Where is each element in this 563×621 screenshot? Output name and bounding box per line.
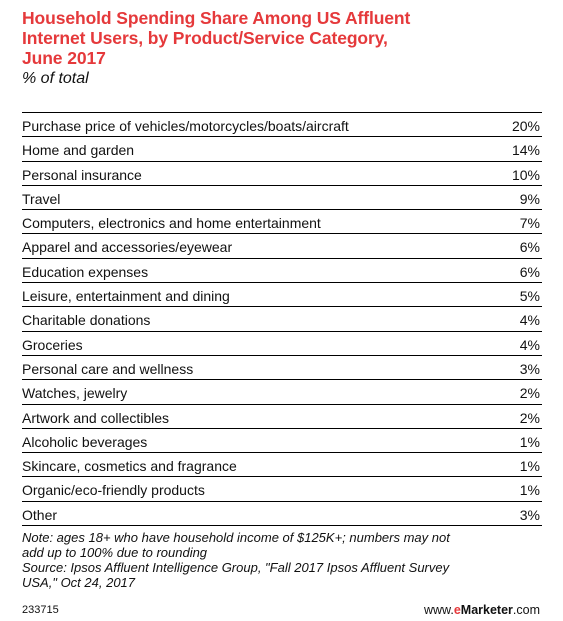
brand-logo: www.eMarketer.com [424, 603, 540, 617]
row-value: 4% [519, 312, 540, 329]
table-row: Computers, electronics and home entertai… [22, 210, 542, 235]
row-value: 2% [519, 409, 540, 426]
table-row: Education expenses 6% [22, 259, 542, 284]
table-row: Travel 9% [22, 186, 542, 211]
row-label: Organic/eco-friendly products [22, 482, 205, 499]
table-row: Artwork and collectibles 2% [22, 405, 542, 429]
note-line-2: add up to 100% due to rounding [22, 545, 208, 560]
chart-title: Household Spending Share Among US Afflue… [22, 8, 542, 68]
brand-prefix: www. [423, 603, 454, 617]
chart-subtitle: % of total [22, 70, 89, 87]
table-row: Alcoholic beverages 1% [22, 429, 542, 454]
row-label: Education expenses [22, 263, 149, 280]
chart-title-line-1: Household Spending Share Among US Afflue… [22, 8, 411, 28]
table-row: Home and garden 14% [22, 137, 542, 162]
chart-card: Household Spending Share Among US Afflue… [22, 8, 542, 617]
row-label: Skincare, cosmetics and fragrance [22, 458, 237, 475]
table-row: Skincare, cosmetics and fragrance 1% [22, 453, 542, 478]
row-value: 7% [519, 215, 540, 232]
notes-block: Note: ages 18+ who have household income… [22, 530, 542, 590]
brand-suffix: .com [512, 603, 540, 617]
chart-id: 233715 [22, 604, 59, 616]
brand-marketer: Marketer [460, 603, 513, 617]
table-row: Personal insurance 10% [22, 162, 542, 186]
row-label: Computers, electronics and home entertai… [22, 215, 321, 232]
table-row: Charitable donations 4% [22, 307, 542, 332]
table-row: Leisure, entertainment and dining 5% [22, 283, 542, 308]
row-value: 6% [519, 263, 540, 280]
row-label: Personal care and wellness [22, 360, 194, 377]
chart-title-line-2: Internet Users, by Product/Service Categ… [22, 28, 388, 48]
row-label: Home and garden [22, 142, 135, 159]
table-row: Purchase price of vehicles/motorcycles/b… [22, 113, 542, 138]
row-label: Charitable donations [22, 312, 151, 329]
source-line-2: USA," Oct 24, 2017 [22, 575, 136, 590]
row-value: 2% [519, 385, 540, 402]
note-line-1: Note: ages 18+ who have household income… [22, 530, 450, 545]
source-line-1: Source: Ipsos Affluent Intelligence Grou… [22, 560, 450, 575]
row-value: 1% [519, 458, 540, 475]
row-value: 4% [519, 336, 540, 353]
table-row: Groceries 4% [22, 332, 542, 356]
row-label: Groceries [22, 336, 83, 353]
row-label: Apparel and accessories/eyewear [22, 239, 233, 256]
table-row: Watches, jewelry 2% [22, 380, 542, 405]
row-value: 14% [511, 142, 540, 159]
table-row: Personal care and wellness 3% [22, 356, 542, 381]
row-label: Other [22, 506, 58, 523]
row-value: 1% [519, 482, 540, 499]
chart-title-line-3: June 2017 [22, 48, 106, 68]
row-value: 5% [519, 288, 540, 305]
brand-e: e [453, 603, 461, 617]
table-row: Apparel and accessories/eyewear 6% [22, 234, 542, 259]
footer: 233715 www.eMarketer.com [22, 603, 542, 620]
row-label: Alcoholic beverages [22, 433, 148, 450]
row-value: 1% [519, 433, 540, 450]
table-row: Organic/eco-friendly products 1% [22, 477, 542, 502]
row-value: 10% [511, 166, 540, 183]
row-label: Personal insurance [22, 166, 142, 183]
row-value: 3% [519, 506, 540, 523]
row-value: 3% [519, 360, 540, 377]
row-label: Watches, jewelry [22, 385, 128, 402]
table-row: Other 3% [22, 502, 542, 527]
row-label: Artwork and collectibles [22, 409, 170, 426]
row-label: Travel [22, 190, 61, 207]
data-table: Purchase price of vehicles/motorcycles/b… [22, 112, 542, 527]
row-label: Purchase price of vehicles/motorcycles/b… [22, 118, 349, 134]
row-value: 20% [511, 118, 540, 134]
row-value: 9% [519, 190, 540, 207]
row-value: 6% [519, 239, 540, 256]
row-label: Leisure, entertainment and dining [22, 288, 230, 305]
